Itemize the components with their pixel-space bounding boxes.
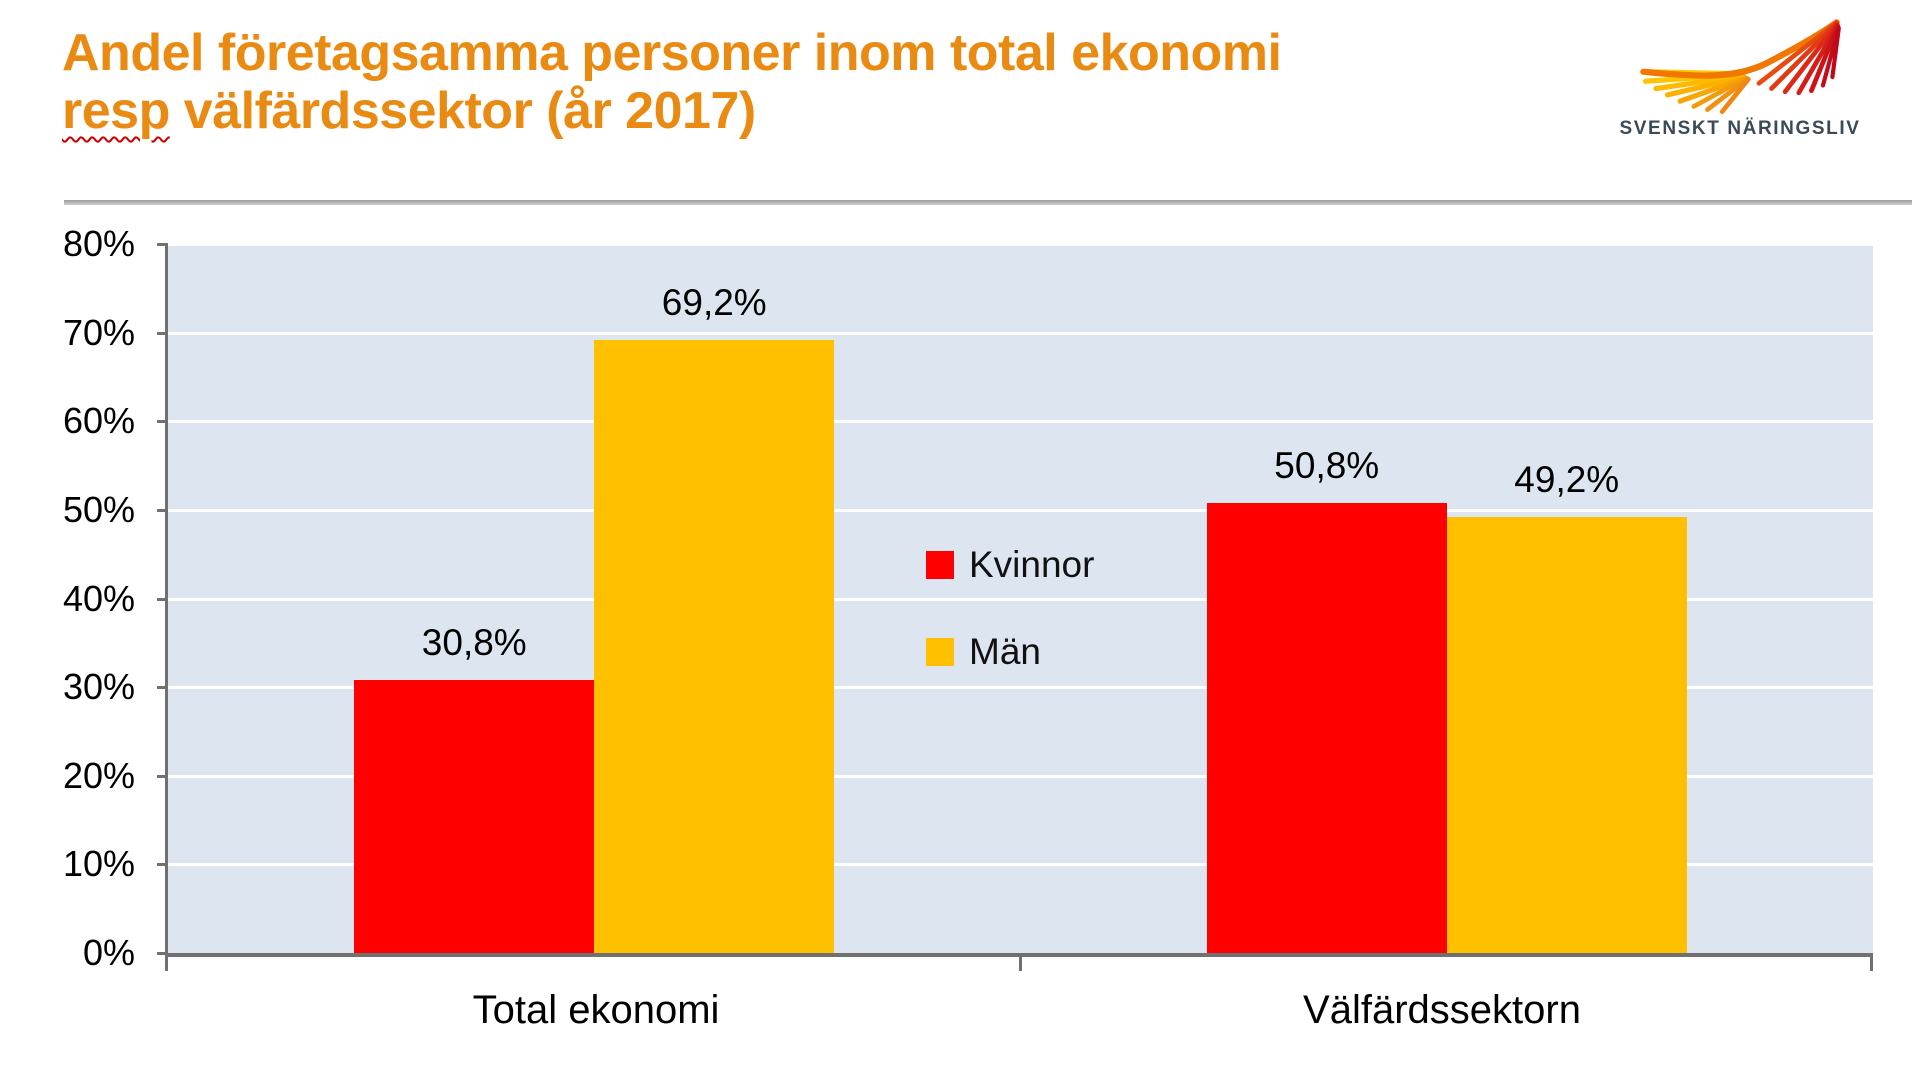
svenskt-naringsliv-logo: SVENSKT NÄRINGSLIV	[1612, 16, 1868, 140]
plot-area: Kvinnor Män 30,8% 69,2% 50,8% 49,2%	[165, 243, 1873, 971]
gridline-10%	[168, 863, 1873, 867]
y-tick-label: 60%	[62, 400, 135, 442]
gridline-40%	[168, 597, 1873, 601]
legend-swatch-kvinnor	[926, 550, 954, 579]
title-line-2-rest: välfärdssektor (år 2017)	[169, 82, 756, 140]
y-tick-label: 20%	[62, 754, 135, 796]
x-axis-tick-left	[165, 957, 168, 971]
chart-title: Andel företagsamma personer inom total e…	[62, 24, 1282, 140]
title-line-2: resp välfärdssektor (år 2017)	[62, 82, 756, 140]
bar-value-label-man-total-ekonomi: 69,2%	[661, 281, 767, 323]
y-axis: 0% 10% 20% 30% 40% 50% 60% 70% 80%	[0, 223, 173, 973]
bar-value-label-kvinnor-valfardssektorn: 50,8%	[1274, 444, 1380, 486]
gridline-80%	[168, 243, 1873, 246]
bar-kvinnor-total-ekonomi: 30,8%	[354, 622, 595, 953]
y-tick-label: 10%	[62, 843, 135, 885]
x-axis-tick-right	[1870, 957, 1873, 971]
title-separator	[64, 200, 1912, 205]
logo-wordmark: SVENSKT NÄRINGSLIV	[1619, 118, 1861, 139]
legend-item-man: Män	[926, 633, 1094, 670]
misspelled-word: resp	[62, 82, 170, 140]
bar-man-total-ekonomi: 69,2%	[594, 282, 835, 953]
logo-bird-icon	[1640, 19, 1841, 115]
bar-kvinnor-valfardssektorn: 50,8%	[1206, 445, 1447, 953]
x-category-label-total-ekonomi: Total ekonomi	[472, 988, 720, 1032]
bar-man-valfardssektorn: 49,2%	[1446, 459, 1687, 953]
x-category-label-valfardssektorn: Välfärdssektorn	[1303, 988, 1581, 1032]
x-axis-tick-middle	[1019, 957, 1022, 971]
y-tick-label: 50%	[62, 488, 135, 530]
gridline-50%	[168, 508, 1873, 512]
y-tick-label: 80%	[62, 223, 135, 264]
legend: Kvinnor Män	[926, 546, 1094, 670]
legend-label-man: Män	[969, 631, 1041, 672]
legend-item-kvinnor: Kvinnor	[926, 546, 1094, 583]
gridline-30%	[168, 686, 1873, 690]
gridline-20%	[168, 774, 1873, 778]
gridline-60%	[168, 420, 1873, 424]
gridline-70%	[168, 331, 1873, 335]
y-tick-label: 70%	[62, 311, 135, 353]
y-tick-label: 40%	[62, 577, 135, 619]
y-tick-label: 0%	[82, 932, 135, 973]
bar-value-label-kvinnor-total-ekonomi: 30,8%	[421, 622, 527, 664]
title-line-1: Andel företagsamma personer inom total e…	[62, 24, 1282, 82]
legend-label-kvinnor: Kvinnor	[969, 544, 1095, 585]
bar-value-label-man-valfardssektorn: 49,2%	[1514, 458, 1620, 500]
y-tick-label: 30%	[62, 666, 135, 708]
legend-swatch-man	[926, 637, 954, 666]
